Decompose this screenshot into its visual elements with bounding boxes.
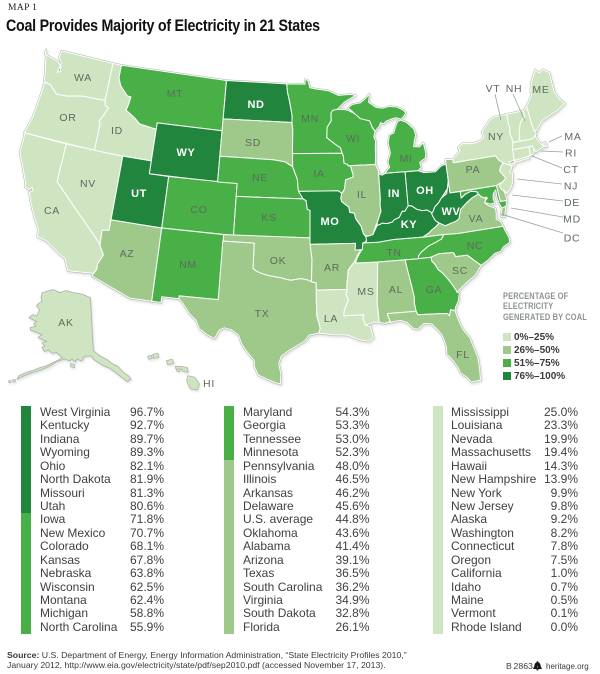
- svg-text:DE: DE: [564, 197, 580, 209]
- svg-text:SC: SC: [452, 265, 468, 277]
- svg-text:WY: WY: [177, 147, 196, 159]
- svg-text:MD: MD: [563, 214, 581, 226]
- svg-text:MA: MA: [564, 131, 581, 143]
- svg-text:TX: TX: [255, 308, 270, 320]
- svg-text:SD: SD: [245, 137, 261, 149]
- svg-text:VA: VA: [469, 213, 484, 225]
- svg-text:DC: DC: [564, 233, 581, 245]
- svg-text:WV: WV: [442, 206, 461, 218]
- svg-text:MI: MI: [399, 153, 412, 165]
- svg-text:NC: NC: [467, 240, 484, 252]
- svg-text:CA: CA: [44, 205, 60, 217]
- svg-text:OR: OR: [59, 112, 76, 124]
- svg-text:RI: RI: [565, 148, 577, 160]
- svg-text:TN: TN: [386, 247, 401, 259]
- svg-text:WI: WI: [346, 133, 360, 145]
- svg-text:IN: IN: [388, 188, 400, 200]
- svg-text:IL: IL: [357, 189, 367, 201]
- svg-text:AZ: AZ: [120, 248, 135, 260]
- svg-text:AL: AL: [389, 284, 403, 296]
- svg-text:WA: WA: [74, 72, 92, 84]
- svg-text:NJ: NJ: [564, 181, 578, 193]
- svg-text:MN: MN: [301, 113, 319, 125]
- svg-text:LA: LA: [324, 313, 338, 325]
- svg-text:AK: AK: [58, 317, 73, 329]
- svg-text:AR: AR: [324, 262, 340, 274]
- svg-text:PA: PA: [466, 164, 481, 176]
- svg-text:CO: CO: [190, 204, 207, 216]
- svg-text:UT: UT: [131, 188, 147, 200]
- svg-text:IA: IA: [313, 168, 324, 180]
- svg-text:HI: HI: [203, 378, 215, 390]
- svg-text:KS: KS: [261, 212, 276, 224]
- svg-text:ID: ID: [111, 125, 123, 137]
- svg-text:ME: ME: [532, 84, 549, 96]
- svg-text:ND: ND: [247, 99, 264, 111]
- svg-text:NE: NE: [252, 172, 268, 184]
- svg-text:NV: NV: [80, 178, 96, 190]
- svg-text:NH: NH: [506, 83, 523, 95]
- svg-text:VT: VT: [486, 83, 501, 95]
- svg-text:NY: NY: [488, 131, 504, 143]
- svg-text:OH: OH: [416, 185, 434, 197]
- svg-text:OK: OK: [270, 255, 287, 267]
- svg-text:FL: FL: [456, 349, 470, 361]
- svg-text:CT: CT: [563, 164, 578, 176]
- svg-text:NM: NM: [179, 259, 197, 271]
- svg-text:MO: MO: [321, 216, 340, 228]
- svg-text:KY: KY: [401, 219, 418, 231]
- svg-text:MT: MT: [167, 88, 184, 100]
- svg-text:GA: GA: [426, 284, 443, 296]
- svg-text:MS: MS: [357, 286, 374, 298]
